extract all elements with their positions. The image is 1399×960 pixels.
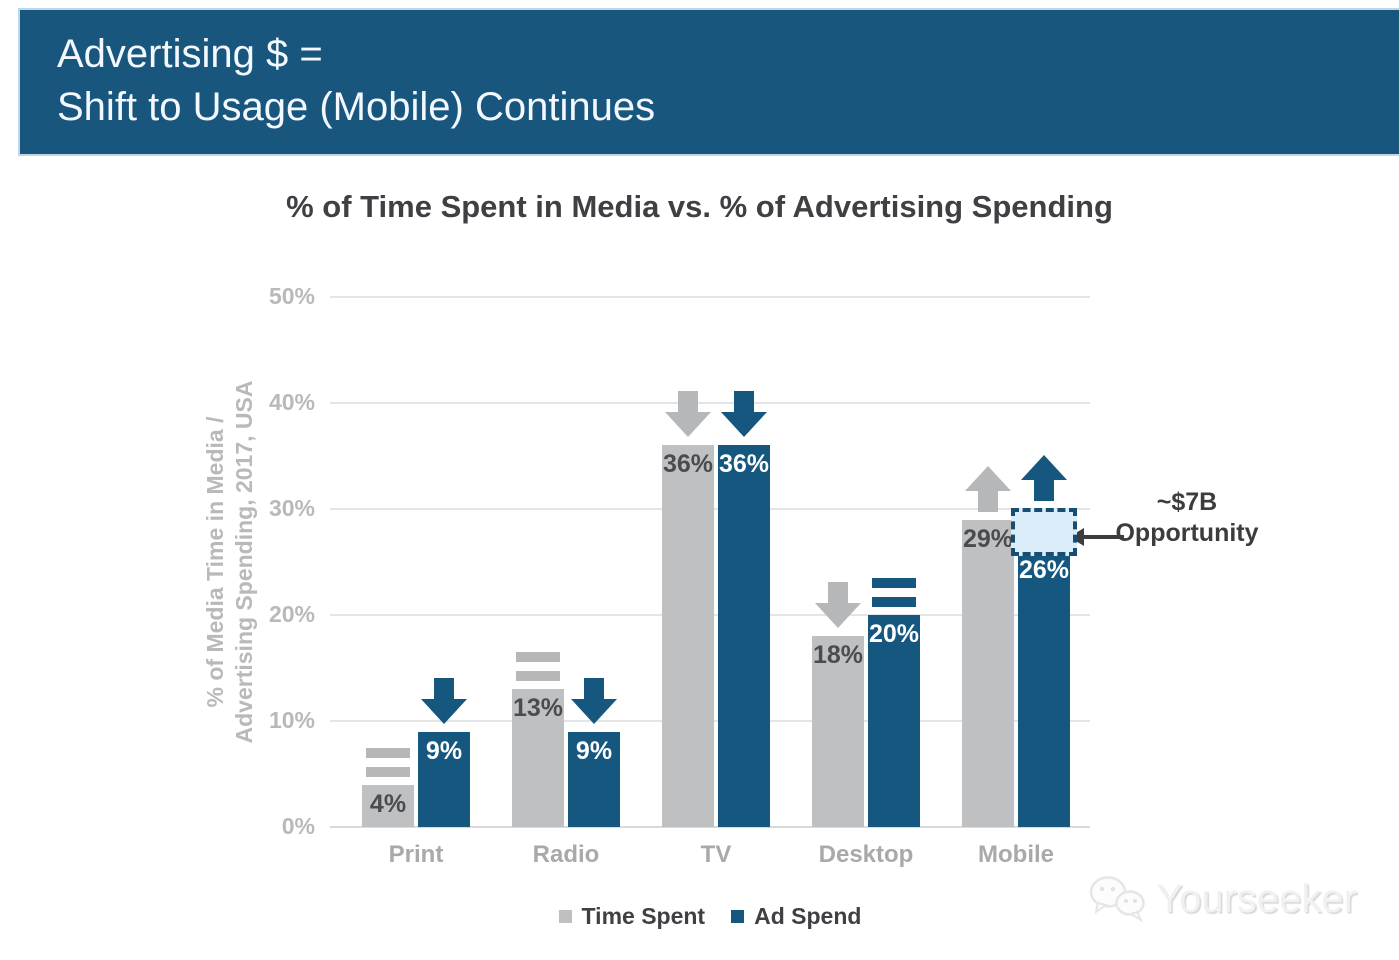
bar-time-spent-desktop: 18%	[812, 636, 864, 827]
header-line-1: Advertising $ =	[57, 32, 323, 76]
opportunity-box	[1011, 508, 1077, 557]
bar-ad-spend-mobile: 26%	[1018, 551, 1070, 827]
equal-dash	[366, 766, 410, 777]
down-trend-icon	[421, 677, 467, 724]
y-axis-label-line-1: % of Media Time in Media /	[202, 416, 228, 708]
bar-value-label: 26%	[1018, 556, 1070, 585]
x-category-desktop: Desktop	[818, 841, 914, 868]
watermark: Yourseeker	[1086, 872, 1357, 926]
ad-spend-swatch-icon	[731, 910, 745, 923]
equal-dash	[872, 578, 916, 588]
bar-time-spent-tv: 36%	[662, 445, 714, 827]
chat-bubbles-icon	[1089, 876, 1145, 923]
bar-value-label: 9%	[575, 736, 613, 765]
y-tick-50%: 50%	[268, 283, 315, 309]
legend-label-ad-spend: Ad Spend	[754, 903, 862, 929]
legend-item-ad-spend: Ad Spend	[731, 903, 861, 930]
bar-value-label: 36%	[718, 450, 770, 479]
x-category-tv: TV	[700, 841, 732, 868]
bar-time-spent-mobile: 29%	[962, 519, 1014, 827]
y-tick-10%: 10%	[268, 707, 315, 733]
equal-trend-icon	[516, 652, 560, 690]
bar-value-label: 18%	[812, 641, 864, 670]
y-tick-0%: 0%	[281, 813, 315, 839]
watermark-text: Yourseeker	[1156, 876, 1357, 921]
gridline-40%	[330, 402, 1090, 404]
equal-trend-icon	[872, 578, 916, 616]
x-category-print: Print	[388, 841, 444, 868]
bar-value-label: 36%	[662, 450, 714, 479]
header-line-2: Shift to Usage (Mobile) Continues	[57, 85, 656, 129]
bar-value-label: 9%	[425, 736, 463, 765]
x-category-mobile: Mobile	[978, 841, 1054, 868]
up-trend-icon	[965, 465, 1011, 512]
opportunity-annotation-line-2: Opportunity	[1115, 519, 1259, 547]
legend-item-time-spent: Time Spent	[558, 903, 706, 930]
gridline-0%	[330, 826, 1090, 828]
time-spent-swatch-icon	[558, 910, 572, 923]
equal-dash	[872, 597, 916, 607]
equal-dash	[516, 671, 560, 682]
bar-value-label: 13%	[512, 694, 564, 723]
gridline-50%	[330, 296, 1090, 298]
y-tick-30%: 30%	[268, 495, 315, 521]
opportunity-annotation-line-1: ~$7B	[1156, 488, 1218, 516]
equal-trend-icon	[366, 747, 410, 786]
bar-value-label: 20%	[868, 620, 920, 648]
equal-dash	[366, 747, 410, 758]
up-trend-icon	[1021, 455, 1067, 502]
y-tick-40%: 40%	[268, 389, 315, 415]
x-category-radio: Radio	[532, 841, 600, 868]
bar-time-spent-radio: 13%	[512, 689, 564, 827]
bar-value-label: 29%	[962, 524, 1014, 553]
down-trend-icon	[815, 582, 861, 629]
y-tick-20%: 20%	[268, 601, 315, 627]
bar-ad-spend-radio: 9%	[568, 731, 620, 827]
legend-label-time-spent: Time Spent	[581, 903, 706, 929]
equal-dash	[516, 652, 560, 663]
bar-value-label: 4%	[369, 789, 407, 818]
bar-ad-spend-tv: 36%	[718, 445, 770, 827]
header-banner: Advertising $ = Shift to Usage (Mobile) …	[18, 8, 1399, 156]
opportunity-annotation: ~$7B Opportunity	[1112, 487, 1262, 549]
down-trend-icon	[721, 391, 767, 438]
chart-title: % of Time Spent in Media vs. % of Advert…	[286, 189, 1113, 224]
chart-legend: Time Spent Ad Spend	[330, 903, 1090, 930]
down-trend-icon	[571, 677, 617, 724]
y-axis-label: % of Media Time in Media / Advertising S…	[201, 282, 259, 842]
bar-ad-spend-desktop: 20%	[868, 615, 920, 827]
bar-time-spent-print: 4%	[362, 784, 414, 827]
bar-ad-spend-print: 9%	[418, 731, 470, 827]
y-axis-label-line-2: Advertising Spending, 2017, USA	[231, 380, 257, 744]
down-trend-icon	[665, 391, 711, 438]
